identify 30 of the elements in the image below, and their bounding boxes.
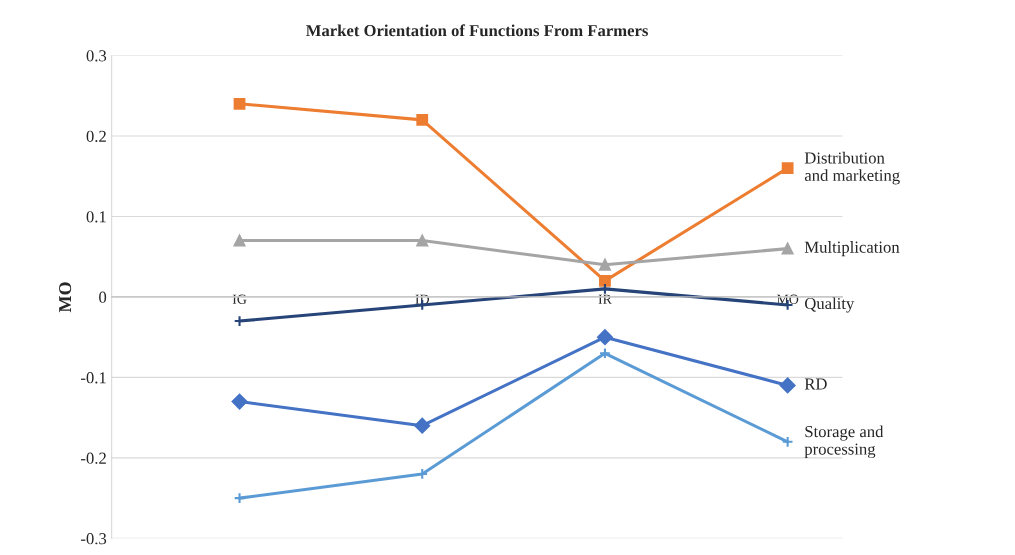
y-tick-label: -0.1 bbox=[81, 372, 106, 384]
series-label: Distribution and marketing bbox=[804, 151, 900, 185]
y-tick-label: -0.3 bbox=[81, 533, 107, 545]
point bbox=[416, 113, 429, 126]
point bbox=[781, 162, 794, 175]
series-label: Quality bbox=[804, 297, 855, 313]
point bbox=[599, 274, 611, 287]
y-tick-label: -0.2 bbox=[81, 452, 106, 464]
series-label: Storage and processing bbox=[804, 425, 884, 459]
y-tick-label: 0.2 bbox=[86, 130, 106, 142]
y-tick-label: 0 bbox=[99, 291, 107, 303]
point bbox=[416, 468, 429, 480]
point bbox=[781, 242, 794, 255]
point bbox=[416, 234, 429, 247]
chart-title: Market Orientation of Functions From Farmers bbox=[305, 24, 648, 37]
point bbox=[233, 234, 246, 247]
y-tick-label: 0.1 bbox=[86, 211, 106, 223]
point bbox=[233, 97, 246, 110]
y-tick-label: 0.3 bbox=[86, 50, 107, 62]
point bbox=[231, 393, 248, 410]
point bbox=[597, 329, 613, 346]
series-label: Multiplication bbox=[804, 241, 900, 257]
x-tick-label: MO bbox=[776, 294, 799, 304]
series-label: RD bbox=[804, 378, 827, 390]
x-tick-label: ID bbox=[415, 294, 430, 304]
x-tick-label: IG bbox=[232, 294, 247, 304]
x-tick-label: IR bbox=[598, 294, 612, 304]
point bbox=[414, 417, 431, 434]
point bbox=[779, 377, 796, 394]
point bbox=[599, 258, 611, 271]
